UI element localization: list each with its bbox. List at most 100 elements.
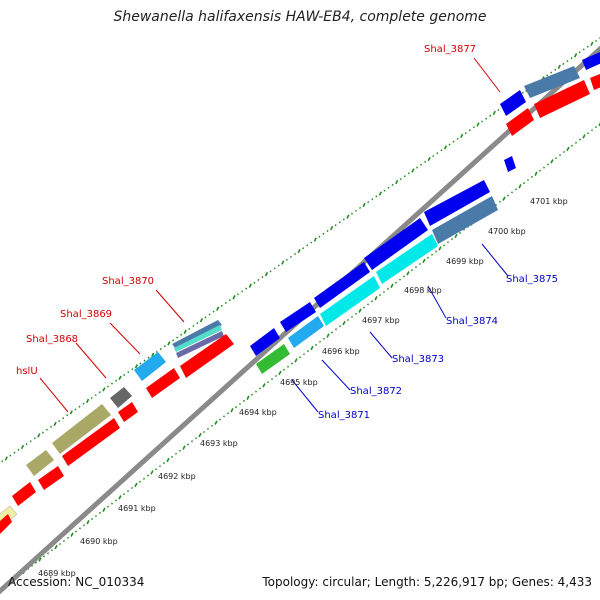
track-dot: [318, 340, 322, 343]
track-dot: [202, 430, 206, 434]
track-dot: [230, 408, 234, 413]
gene-feature[interactable]: [146, 368, 180, 398]
track-dot: [273, 267, 276, 270]
track-dot: [54, 544, 58, 550]
track-dot: [414, 266, 418, 269]
track-dot: [25, 443, 28, 446]
tick-label: 4701 kbp: [530, 197, 568, 206]
track-dot: [492, 110, 496, 116]
track-dot: [248, 283, 252, 288]
track-dot: [82, 402, 85, 405]
track-dot: [306, 244, 309, 247]
gene-feature[interactable]: [110, 387, 132, 408]
track-dot: [472, 126, 475, 129]
track-dot: [462, 228, 466, 231]
track-dot: [334, 328, 338, 331]
track-dot: [224, 301, 227, 304]
gene-feature[interactable]: [256, 344, 290, 374]
gene-feature[interactable]: [250, 328, 280, 356]
gene-label-hslu[interactable]: hslU: [16, 366, 38, 377]
track-dot: [245, 287, 248, 290]
track-dot: [454, 233, 458, 239]
gene-feature[interactable]: [62, 418, 120, 466]
gene-feature[interactable]: [500, 90, 526, 116]
track-dot: [114, 499, 118, 502]
gene-feature[interactable]: [432, 196, 498, 244]
track-dot: [506, 194, 510, 197]
gene-feature[interactable]: [376, 234, 438, 284]
gene-feature[interactable]: [524, 66, 580, 98]
track-dot: [155, 350, 158, 353]
gene-feature[interactable]: [174, 325, 222, 352]
track-dot: [50, 549, 54, 552]
track-dot: [162, 462, 166, 465]
track-dot: [220, 304, 223, 307]
track-dot: [253, 281, 256, 284]
leader-line: [291, 379, 319, 413]
gene-label-shal3868[interactable]: Shal_3868: [26, 334, 78, 345]
gene-feature[interactable]: [0, 514, 12, 538]
gene-feature[interactable]: [582, 52, 600, 70]
track-dot: [130, 486, 134, 490]
gene-feature[interactable]: [134, 352, 166, 381]
track-dot: [338, 325, 342, 328]
gene-cluster-right: [500, 52, 600, 136]
gene-label-shal3874[interactable]: Shal_3874: [446, 316, 498, 327]
gene-feature[interactable]: [180, 334, 234, 378]
lower-dot-track: [22, 122, 600, 575]
gene-feature[interactable]: [176, 331, 224, 358]
gene-feature[interactable]: [314, 262, 370, 308]
track-dot: [127, 371, 130, 374]
track-dot: [289, 255, 292, 258]
track-dot: [510, 191, 514, 194]
gene-label-shal3877[interactable]: Shal_3877: [424, 44, 476, 55]
gene-label-shal3872[interactable]: Shal_3872: [350, 386, 402, 397]
leader-line: [109, 322, 141, 355]
track-dot: [237, 293, 240, 296]
gene-feature[interactable]: [288, 316, 324, 348]
track-dot: [4, 456, 8, 461]
track-dot: [282, 368, 286, 371]
gene-feature[interactable]: [590, 74, 600, 90]
gene-feature[interactable]: [320, 276, 380, 326]
track-dot: [442, 244, 446, 247]
track-dot: [350, 315, 354, 318]
track-dot: [183, 329, 187, 334]
track-dot: [49, 425, 53, 428]
track-dot: [403, 175, 406, 178]
track-dot: [594, 126, 598, 129]
gene-label-shal3870[interactable]: Shal_3870: [102, 276, 154, 287]
track-dot: [17, 448, 20, 451]
gene-feature[interactable]: [26, 450, 54, 476]
track-dot: [53, 421, 57, 427]
gene-feature[interactable]: [52, 404, 111, 454]
track-dot: [518, 184, 522, 189]
gene-feature[interactable]: [364, 218, 428, 270]
gene-feature[interactable]: [424, 180, 490, 226]
track-dot: [34, 561, 38, 564]
gene-label-shal3875[interactable]: Shal_3875: [506, 274, 558, 285]
gene-feature[interactable]: [534, 80, 590, 118]
track-dot: [138, 480, 142, 483]
track-dot: [566, 146, 570, 152]
gene-feature[interactable]: [172, 320, 222, 349]
gene-feature[interactable]: [38, 466, 64, 490]
gene-feature[interactable]: [12, 482, 36, 506]
gene-label-shal3871[interactable]: Shal_3871: [318, 410, 370, 421]
gene-feature[interactable]: [118, 402, 138, 422]
gene-feature[interactable]: [280, 302, 316, 332]
gene-label-shal3869[interactable]: Shal_3869: [60, 309, 112, 320]
track-dot: [261, 276, 264, 279]
track-dot: [440, 149, 443, 152]
gene-label-shal3873[interactable]: Shal_3873: [392, 354, 444, 365]
gene-feature[interactable]: [506, 108, 534, 136]
track-dot: [151, 352, 155, 357]
track-dot: [422, 258, 426, 264]
tick-label: 4694 kbp: [239, 408, 277, 417]
gene-feature[interactable]: [504, 156, 516, 172]
gene-cluster-left: [0, 320, 234, 538]
track-dot: [460, 133, 464, 139]
tick-label: 4689 kbp: [38, 569, 76, 578]
track-dot: [371, 198, 374, 201]
